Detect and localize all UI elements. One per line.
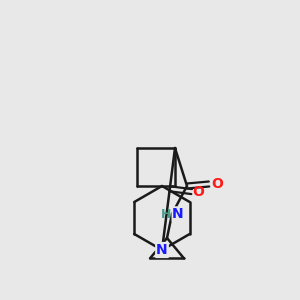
Text: O: O (193, 185, 205, 200)
Text: N: N (172, 207, 184, 221)
Text: O: O (211, 177, 223, 191)
Text: N: N (156, 243, 168, 257)
Text: H: H (161, 208, 171, 220)
